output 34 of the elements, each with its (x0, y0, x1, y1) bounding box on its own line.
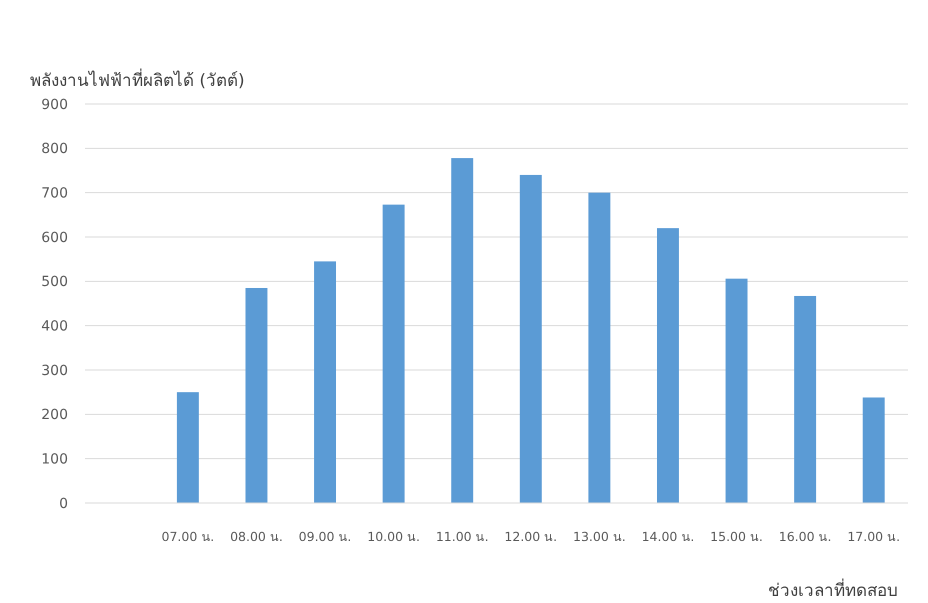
x-tick-label: 07.00 น. (162, 529, 214, 544)
y-tick-label: 900 (41, 96, 68, 113)
y-tick-label: 300 (41, 362, 68, 379)
bar (520, 174, 542, 503)
bar (656, 228, 679, 503)
bar (862, 397, 885, 503)
chart-title: พลังงานไฟฟ้าที่ผลิตได้ (วัตต์) (30, 68, 245, 91)
bar (314, 261, 336, 503)
y-tick-label: 0 (59, 496, 68, 512)
x-tick-label: 08.00 น. (230, 529, 283, 544)
x-tick-label: 12.00 น. (504, 529, 558, 544)
bar (451, 158, 474, 503)
bar (382, 204, 405, 503)
bar (245, 288, 268, 503)
x-tick-label: 10.00 น. (367, 529, 420, 544)
y-tick-label: 500 (41, 274, 68, 290)
y-tick-label: 400 (41, 318, 68, 335)
bar (588, 192, 610, 503)
x-tick-label: 09.00 น. (298, 529, 352, 544)
x-tick-label: 11.00 น. (436, 529, 489, 544)
bar (176, 392, 199, 503)
y-tick-label: 800 (41, 141, 68, 158)
x-tick-label: 17.00 น. (847, 529, 900, 544)
bar (726, 278, 748, 503)
x-tick-label: 13.00 น. (573, 529, 626, 544)
x-tick-label: 16.00 น. (778, 529, 832, 544)
bar (794, 296, 816, 503)
x-tick-label: 15.00 น. (710, 529, 763, 544)
y-tick-label: 600 (41, 230, 68, 246)
y-tick-label: 200 (41, 407, 68, 424)
x-tick-label: 14.00 น. (642, 529, 694, 544)
y-tick-label: 100 (41, 452, 68, 468)
y-tick-label: 700 (41, 186, 68, 202)
x-axis-title: ช่วงเวลาที่ทดสอบ (768, 578, 898, 601)
